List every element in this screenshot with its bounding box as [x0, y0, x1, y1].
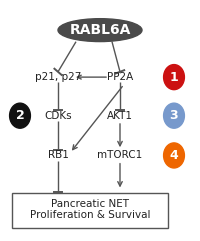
Text: RB1: RB1 — [48, 150, 68, 161]
Text: 3: 3 — [170, 109, 178, 122]
Text: PP2A: PP2A — [107, 72, 133, 82]
Text: 4: 4 — [170, 149, 178, 162]
Text: Proliferation & Survival: Proliferation & Survival — [30, 210, 150, 220]
Ellipse shape — [58, 19, 142, 41]
Circle shape — [164, 65, 184, 90]
Circle shape — [164, 103, 184, 128]
Text: CDKs: CDKs — [44, 111, 72, 121]
Text: mTORC1: mTORC1 — [97, 150, 143, 161]
FancyBboxPatch shape — [12, 193, 168, 228]
Text: p21, p27: p21, p27 — [35, 72, 81, 82]
Text: RABL6A: RABL6A — [69, 23, 131, 37]
Circle shape — [10, 103, 30, 128]
Circle shape — [164, 143, 184, 168]
Text: 1: 1 — [170, 71, 178, 84]
Text: 2: 2 — [16, 109, 24, 122]
Text: Pancreatic NET: Pancreatic NET — [51, 199, 129, 208]
Text: AKT1: AKT1 — [107, 111, 133, 121]
